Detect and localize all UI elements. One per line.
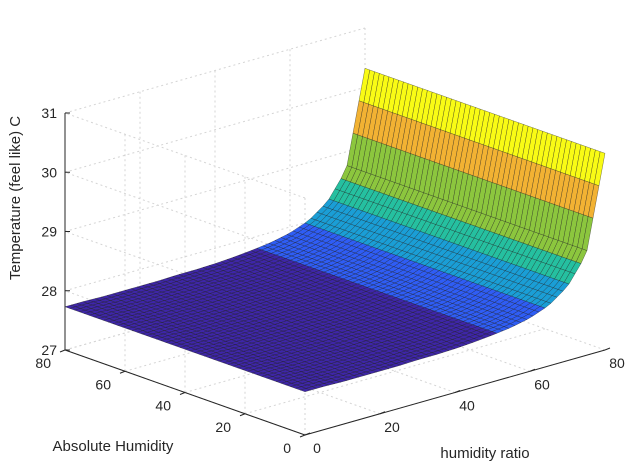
back-wall-grid-line [64,146,366,232]
z-tick-label: 28 [41,283,57,299]
back-wall-grid-line [64,205,366,292]
z-axis-label: Temperature (feel like) C [7,116,24,280]
x-tick-label: 60 [534,376,550,392]
z-tick-label: 30 [41,164,57,180]
y-tick-label: 0 [283,440,291,456]
y-tick-label: 20 [215,419,231,435]
x-tick-mark [604,347,611,351]
back-wall-grid-line [64,27,366,114]
x-tick-mark [529,368,536,372]
y-tick-label: 60 [95,376,111,392]
x-tick-mark [379,411,386,415]
z-tick-label: 27 [41,342,57,358]
x-tick-mark [454,390,461,393]
x-tick-label: 40 [459,398,475,414]
y-tick-label: 80 [35,355,51,371]
x-tick-mark [304,432,311,436]
z-tick-label: 29 [41,224,57,240]
y-tick-mark [239,413,246,417]
surface-mesh [64,68,606,392]
axes-box [59,112,611,438]
y-axis-label: Absolute Humidity [53,438,174,455]
x-tick-label: 0 [313,440,321,456]
surface-patch [594,151,606,186]
x-tick-label: 80 [609,355,625,371]
x-tick-label: 20 [384,419,400,435]
y-tick-mark [179,392,186,395]
floor-grid-line [244,328,546,415]
z-tick-label: 31 [41,105,57,121]
back-wall-grid-line [64,86,366,173]
y-tick-mark [119,370,126,374]
y-tick-label: 40 [155,398,171,414]
y-tick-mark [59,349,66,353]
x-axis-label: humidity ratio [440,445,529,462]
y-tick-mark [299,434,306,438]
